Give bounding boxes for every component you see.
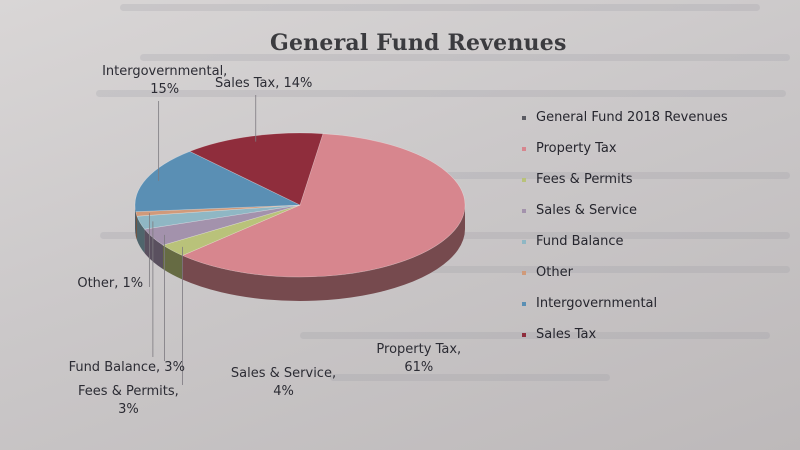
legend-label: Fees & Permits bbox=[536, 172, 633, 187]
data-label-line: Property Tax, bbox=[376, 342, 461, 357]
legend-swatch bbox=[522, 332, 526, 337]
pie-slice-intergovernmental bbox=[134, 151, 301, 213]
legend-item-property-tax: Property Tax bbox=[522, 133, 728, 164]
chart-title: General Fund Revenues bbox=[270, 30, 567, 56]
pie-side-intergovernmental bbox=[135, 205, 136, 236]
legend-swatch bbox=[522, 208, 526, 213]
legend-item-other: Other bbox=[522, 257, 728, 288]
legend-item-intergovernmental: Intergovernmental bbox=[522, 288, 728, 319]
legend-swatch bbox=[522, 239, 526, 244]
data-label-line: 3% bbox=[118, 402, 139, 417]
bleed-line bbox=[330, 374, 610, 381]
data-label-fees-permits: Fees & Permits, 3% bbox=[78, 384, 179, 417]
data-label-line: 4% bbox=[273, 384, 294, 399]
bleed-line bbox=[96, 90, 786, 97]
legend-item-fees-permits: Fees & Permits bbox=[522, 164, 728, 195]
data-label-line: 15% bbox=[150, 82, 179, 97]
data-label-line: Other, 1% bbox=[77, 276, 143, 291]
pie-side-other bbox=[135, 211, 138, 241]
bleed-line bbox=[330, 172, 790, 179]
legend-swatch bbox=[522, 270, 526, 275]
legend-label: Property Tax bbox=[536, 141, 617, 156]
legend-label: Fund Balance bbox=[536, 234, 624, 249]
legend-title-text: General Fund 2018 Revenues bbox=[536, 110, 728, 125]
bleed-line bbox=[140, 54, 790, 61]
pie-slice-other bbox=[135, 204, 301, 217]
legend-swatch bbox=[522, 301, 526, 306]
pie-side-fees-permits bbox=[163, 245, 183, 280]
legend-item-fund-balance: Fund Balance bbox=[522, 226, 728, 257]
legend-label: Other bbox=[536, 265, 573, 280]
legend-bullet bbox=[522, 115, 526, 120]
legend-item-sales-service: Sales & Service bbox=[522, 195, 728, 226]
data-label-other: Other, 1% bbox=[77, 276, 143, 291]
bleed-line bbox=[300, 332, 770, 339]
data-label-line: Intergovernmental, bbox=[102, 64, 227, 79]
data-label-line: Sales & Service, bbox=[231, 366, 336, 381]
pie-slice-fund-balance bbox=[136, 204, 301, 230]
data-label-sales-service: Sales & Service, 4% bbox=[231, 366, 336, 399]
bleed-line bbox=[120, 4, 760, 11]
legend-swatch bbox=[522, 177, 526, 182]
legend-label: Sales Tax bbox=[536, 327, 597, 342]
legend-label: Sales & Service bbox=[536, 203, 638, 218]
legend-item-sales-tax: Sales Tax bbox=[522, 319, 728, 350]
pie-slice-property-tax bbox=[181, 133, 466, 278]
data-label-intergovernmental: Intergovernmental, 15% bbox=[102, 64, 227, 97]
pie-side-property-tax bbox=[182, 205, 465, 301]
data-label-property-tax: Property Tax, 61% bbox=[376, 342, 461, 375]
pie-side-fund-balance bbox=[137, 216, 145, 254]
data-label-line: 61% bbox=[404, 360, 433, 375]
data-label-line: Fees & Permits, bbox=[78, 384, 179, 399]
pie-slice-sales-tax bbox=[189, 132, 324, 206]
legend-label: Intergovernmental bbox=[536, 296, 658, 311]
data-label-line: Sales Tax, 14% bbox=[215, 76, 312, 91]
chart-legend: General Fund 2018 Revenues Property Tax F… bbox=[522, 102, 728, 350]
bleed-line bbox=[300, 266, 790, 273]
data-label-sales-tax: Sales Tax, 14% bbox=[215, 76, 312, 91]
legend-swatch bbox=[522, 146, 526, 151]
data-label-line: Fund Balance, 3% bbox=[69, 360, 185, 375]
data-label-fund-balance: Fund Balance, 3% bbox=[69, 360, 185, 375]
legend-title: General Fund 2018 Revenues bbox=[522, 102, 728, 133]
